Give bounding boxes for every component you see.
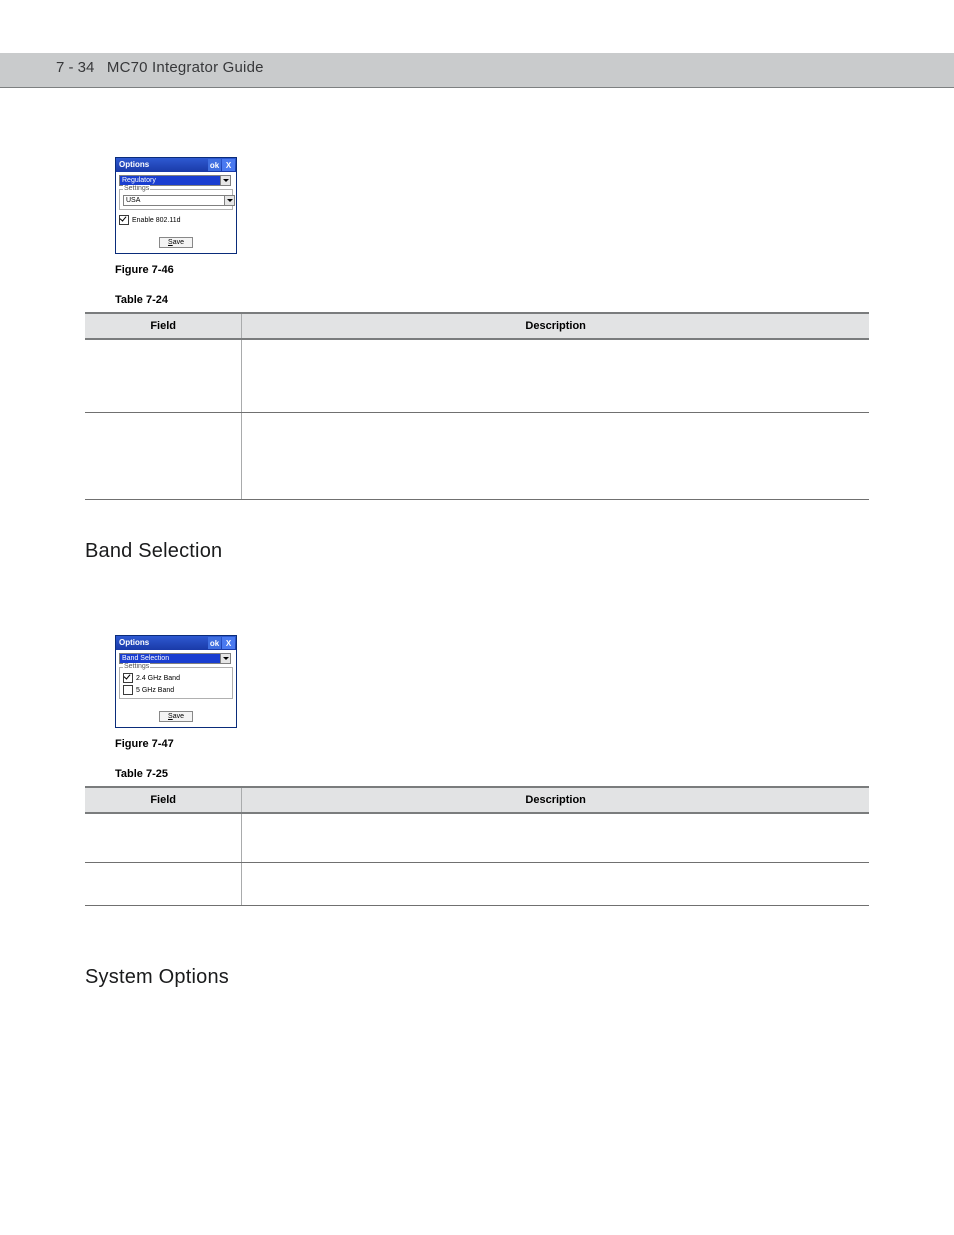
- settings-label: Settings: [123, 663, 150, 670]
- cell-field: [85, 813, 242, 863]
- table-caption: Table 7-25: [115, 768, 869, 780]
- mode-select-value: Regulatory: [120, 176, 220, 185]
- section-heading-band: Band Selection: [85, 540, 869, 563]
- save-button[interactable]: Save: [159, 711, 193, 722]
- cell-desc: [242, 863, 869, 906]
- band-5ghz-checkbox[interactable]: [123, 685, 133, 695]
- options-dialog-band: Options ok X Band Selection Settings 2.4…: [115, 635, 237, 728]
- table-7-25: Field Description: [85, 786, 869, 906]
- options-dialog-regulatory: Options ok X Regulatory Settings USA Ena…: [115, 157, 237, 254]
- page-header-text: 7 - 34 MC70 Integrator Guide: [56, 59, 264, 76]
- chevron-down-icon: [220, 176, 230, 185]
- dialog-titlebar: Options ok X: [116, 636, 236, 650]
- save-button[interactable]: Save: [159, 237, 193, 248]
- ok-button[interactable]: ok: [208, 159, 221, 171]
- settings-group: Settings USA: [119, 189, 233, 210]
- cell-field: [85, 413, 242, 500]
- enable-80211d-checkbox[interactable]: [119, 215, 129, 225]
- table-caption: Table 7-24: [115, 294, 869, 306]
- cell-desc: [242, 813, 869, 863]
- figure-caption: Figure 7-47: [115, 738, 869, 750]
- enable-80211d-label: Enable 802.11d: [132, 216, 181, 225]
- page-number: 7 - 34: [56, 59, 94, 76]
- dialog-titlebar: Options ok X: [116, 158, 236, 172]
- table-row: [85, 413, 869, 500]
- section-heading-system: System Options: [85, 966, 869, 989]
- th-field: Field: [85, 313, 242, 339]
- cell-field: [85, 339, 242, 413]
- dialog-title: Options: [119, 636, 208, 650]
- country-select-value: USA: [124, 196, 224, 205]
- doc-title: MC70 Integrator Guide: [107, 59, 264, 76]
- table-row: [85, 813, 869, 863]
- th-description: Description: [242, 787, 869, 813]
- mode-select-value: Band Selection: [120, 654, 220, 663]
- cell-desc: [242, 339, 869, 413]
- close-button[interactable]: X: [222, 159, 235, 171]
- table-row: [85, 339, 869, 413]
- table-7-24: Field Description: [85, 312, 869, 500]
- settings-label: Settings: [123, 185, 150, 192]
- table-row: [85, 863, 869, 906]
- th-field: Field: [85, 787, 242, 813]
- cell-field: [85, 863, 242, 906]
- close-button[interactable]: X: [222, 637, 235, 649]
- chevron-down-icon: [224, 196, 234, 205]
- band-24ghz-checkbox[interactable]: [123, 673, 133, 683]
- chevron-down-icon: [220, 654, 230, 663]
- cell-desc: [242, 413, 869, 500]
- page-header: 7 - 34 MC70 Integrator Guide: [0, 53, 954, 87]
- dialog-title: Options: [119, 158, 208, 172]
- country-select[interactable]: USA: [123, 195, 235, 206]
- band-24ghz-label: 2.4 GHz Band: [136, 674, 180, 683]
- th-description: Description: [242, 313, 869, 339]
- band-5ghz-label: 5 GHz Band: [136, 686, 174, 695]
- figure-caption: Figure 7-46: [115, 264, 869, 276]
- ok-button[interactable]: ok: [208, 637, 221, 649]
- settings-group: Settings 2.4 GHz Band 5 GHz Band: [119, 667, 233, 699]
